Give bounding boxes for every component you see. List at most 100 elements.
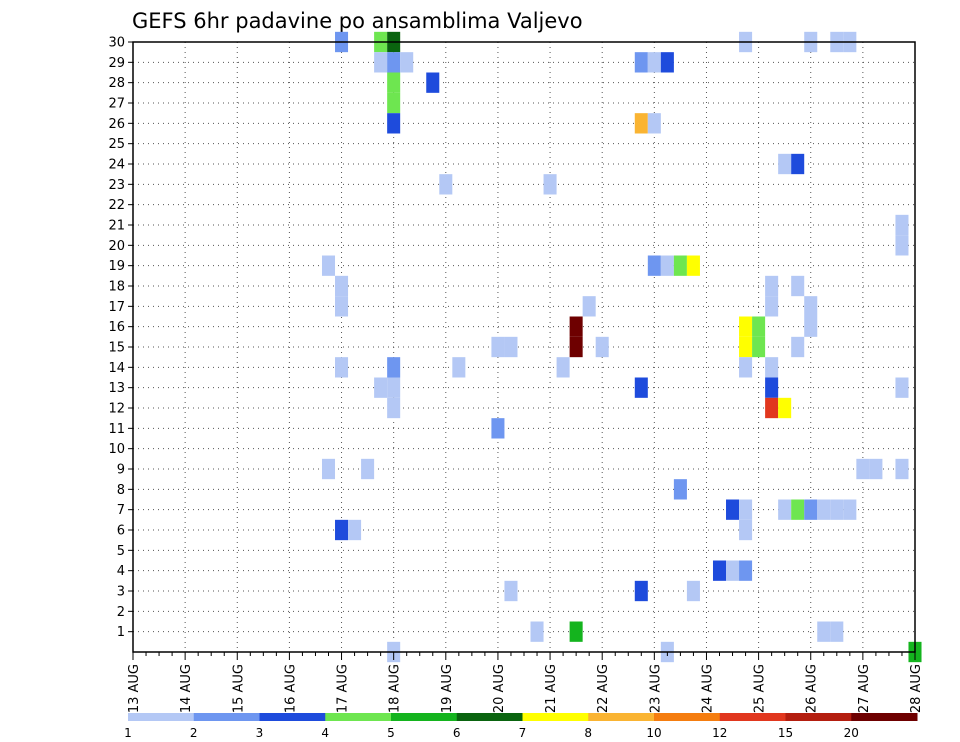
- legend-swatch: [259, 713, 326, 721]
- precip-cell: [387, 113, 401, 134]
- y-tick-label: 27: [108, 97, 125, 112]
- precip-cell: [335, 357, 349, 378]
- legend-swatch: [325, 713, 392, 721]
- y-tick-label: 28: [108, 76, 125, 91]
- y-tick-label: 14: [108, 361, 125, 376]
- legend-label: 3: [256, 726, 264, 740]
- x-tick-label: 18 AUG: [388, 664, 403, 713]
- precip-cell: [804, 296, 818, 317]
- legend-swatch: [785, 713, 852, 721]
- precip-cell: [321, 255, 336, 276]
- precip-cell: [439, 174, 453, 195]
- precip-cell: [634, 52, 648, 73]
- precip-cell: [582, 296, 596, 317]
- legend-swatch: [851, 713, 918, 721]
- y-tick-label: 21: [108, 219, 125, 234]
- x-tick-label: 20 AUG: [492, 664, 507, 713]
- precip-cell: [569, 621, 583, 642]
- x-tick-label: 21 AUG: [544, 664, 559, 713]
- precip-cell: [647, 52, 661, 73]
- precip-cell: [895, 377, 909, 398]
- legend-label: 15: [778, 726, 793, 740]
- precip-cell: [374, 52, 388, 73]
- precip-cell: [634, 580, 648, 602]
- y-tick-label: 6: [117, 524, 125, 539]
- legend-swatch: [654, 713, 721, 721]
- precip-cell: [686, 580, 700, 602]
- precip-cell: [752, 336, 766, 358]
- y-tick-label: 3: [117, 585, 125, 600]
- precip-cell: [686, 255, 700, 276]
- legend-swatch: [456, 713, 523, 721]
- precip-cell: [491, 336, 505, 358]
- x-axis-ticks: 13 AUG 14 AUG 15 AUG 16 AUG 17 AUG 18 AUG 19 A…: [127, 652, 924, 713]
- precip-cell: [895, 235, 909, 256]
- x-tick-label: 15 AUG: [231, 664, 246, 713]
- x-tick-label: 27 AUG: [857, 664, 872, 713]
- y-tick-label: 4: [117, 564, 125, 579]
- precip-cell: [400, 52, 414, 73]
- precip-cell: [778, 499, 792, 520]
- legend-label: 6: [453, 726, 461, 740]
- precip-cell: [791, 275, 805, 297]
- precip-cell: [321, 458, 336, 480]
- x-tick-label: 24 AUG: [700, 664, 715, 713]
- legend-label: 8: [584, 726, 592, 740]
- precip-cell: [335, 275, 349, 297]
- legend-label: 1: [124, 726, 132, 740]
- precip-cell: [569, 336, 583, 358]
- precip-cell: [387, 72, 401, 93]
- y-tick-label: 22: [108, 198, 125, 213]
- y-tick-label: 19: [108, 259, 125, 274]
- color-legend: 1 2 3 4 5 6 7 8 10 12 15 20: [124, 713, 918, 740]
- precip-cell: [739, 357, 753, 378]
- precip-cell: [543, 174, 557, 195]
- precip-cell: [830, 621, 844, 642]
- precip-cells: [321, 31, 922, 663]
- precip-cell: [726, 560, 740, 581]
- precip-cell: [765, 296, 779, 317]
- y-tick-label: 18: [108, 280, 125, 295]
- y-tick-label: 20: [108, 239, 125, 254]
- x-tick-label: 14 AUG: [179, 664, 194, 713]
- y-tick-label: 10: [108, 442, 125, 457]
- x-tick-label: 26 AUG: [805, 664, 820, 713]
- y-tick-label: 8: [117, 483, 125, 498]
- legend-swatch: [193, 713, 260, 721]
- precip-cell: [361, 458, 375, 480]
- y-tick-label: 29: [108, 56, 125, 71]
- precip-cell: [504, 580, 518, 602]
- precip-cell: [504, 336, 518, 358]
- y-tick-label: 1: [117, 625, 125, 640]
- x-tick-label: 28 AUG: [909, 664, 924, 713]
- legend-swatch: [588, 713, 655, 721]
- precip-cell: [660, 255, 674, 276]
- y-tick-label: 7: [117, 503, 125, 518]
- precip-cell: [778, 397, 792, 419]
- x-tick-label: 25 AUG: [753, 664, 768, 713]
- y-tick-label: 30: [108, 36, 125, 51]
- precip-cell: [387, 52, 401, 73]
- precip-cell: [869, 458, 883, 480]
- precip-cell: [739, 499, 753, 520]
- precip-cell: [791, 499, 805, 520]
- legend-swatch: [522, 713, 589, 721]
- precip-cell: [895, 214, 909, 236]
- precip-cell: [804, 316, 818, 337]
- precip-cell: [335, 296, 349, 317]
- precip-cell: [426, 72, 440, 93]
- chart-title: GEFS 6hr padavine po ansamblima Valjevo: [132, 9, 583, 33]
- precip-cell: [647, 113, 661, 134]
- precip-cell: [765, 275, 779, 297]
- precip-cell: [673, 255, 687, 276]
- precip-cell: [739, 519, 753, 541]
- precip-cell: [569, 316, 583, 337]
- precip-cell: [387, 357, 401, 378]
- precip-cell: [374, 377, 388, 398]
- precip-cell: [843, 499, 857, 520]
- precip-cell: [647, 255, 661, 276]
- y-tick-label: 23: [108, 178, 125, 193]
- precip-cell: [739, 316, 753, 337]
- precip-cell: [335, 519, 349, 541]
